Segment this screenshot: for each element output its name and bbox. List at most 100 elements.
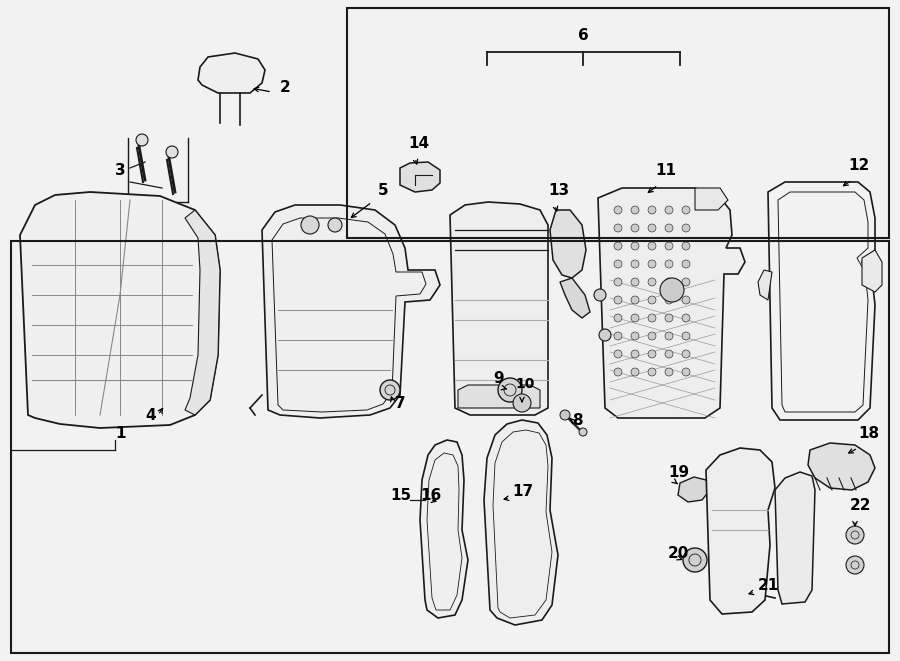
Text: 18: 18 [858,426,879,441]
Polygon shape [550,210,586,278]
Text: 2: 2 [280,80,291,95]
Polygon shape [560,278,590,318]
Polygon shape [420,440,468,618]
Polygon shape [198,53,265,93]
Circle shape [846,556,864,574]
Circle shape [614,206,622,214]
Circle shape [648,278,656,286]
Circle shape [683,548,707,572]
Circle shape [579,428,587,436]
Text: 21: 21 [758,578,779,593]
Circle shape [682,224,690,232]
Circle shape [665,224,673,232]
Text: 16: 16 [420,488,441,503]
Text: 8: 8 [572,413,582,428]
Circle shape [631,224,639,232]
Circle shape [328,218,342,232]
Circle shape [498,378,522,402]
Circle shape [682,242,690,250]
Circle shape [614,314,622,322]
Text: 11: 11 [655,163,676,178]
Text: 13: 13 [548,183,569,198]
Circle shape [648,332,656,340]
Text: 9: 9 [493,371,504,386]
Text: 12: 12 [848,158,869,173]
Polygon shape [775,472,815,604]
Polygon shape [450,202,548,415]
Polygon shape [20,192,220,428]
Circle shape [614,332,622,340]
Circle shape [614,260,622,268]
Circle shape [614,242,622,250]
Text: 7: 7 [395,396,406,411]
Text: 6: 6 [578,28,589,43]
Text: 20: 20 [668,546,689,561]
Circle shape [560,410,570,420]
Polygon shape [598,188,745,418]
Circle shape [665,206,673,214]
Circle shape [513,394,531,412]
Polygon shape [262,205,440,418]
Polygon shape [706,448,775,614]
Circle shape [665,332,673,340]
Circle shape [594,289,606,301]
Text: 3: 3 [115,163,126,178]
Polygon shape [678,477,710,502]
Circle shape [614,368,622,376]
Bar [346,8,889,238]
Bar [11,241,889,653]
Circle shape [682,296,690,304]
Circle shape [665,260,673,268]
Text: 5: 5 [378,183,389,198]
Circle shape [301,216,319,234]
Circle shape [682,368,690,376]
Circle shape [648,314,656,322]
Circle shape [614,224,622,232]
Circle shape [665,278,673,286]
Text: 1: 1 [115,426,125,441]
Circle shape [380,380,400,400]
Circle shape [665,242,673,250]
Circle shape [631,350,639,358]
Circle shape [682,350,690,358]
Circle shape [631,332,639,340]
Polygon shape [484,420,558,625]
Circle shape [614,296,622,304]
Polygon shape [695,188,728,210]
Circle shape [648,296,656,304]
Circle shape [665,296,673,304]
Circle shape [648,224,656,232]
Circle shape [665,350,673,358]
Text: 10: 10 [515,377,535,391]
Polygon shape [736,580,762,608]
Text: 4: 4 [145,408,156,423]
Circle shape [166,146,178,158]
Circle shape [631,296,639,304]
Text: 14: 14 [408,136,429,151]
Polygon shape [400,162,440,192]
Circle shape [846,526,864,544]
Circle shape [682,332,690,340]
Circle shape [631,278,639,286]
Circle shape [631,368,639,376]
Circle shape [648,242,656,250]
Circle shape [136,134,148,146]
Circle shape [614,350,622,358]
Text: 15: 15 [390,488,411,503]
Circle shape [648,350,656,358]
Text: 19: 19 [668,465,689,480]
Polygon shape [808,443,875,490]
Circle shape [648,368,656,376]
Text: 17: 17 [512,484,533,499]
Polygon shape [185,210,220,415]
Circle shape [614,278,622,286]
Circle shape [665,314,673,322]
Circle shape [648,206,656,214]
Circle shape [682,278,690,286]
Circle shape [599,329,611,341]
Circle shape [682,260,690,268]
Text: 22: 22 [850,498,871,513]
Circle shape [631,314,639,322]
Polygon shape [458,385,540,408]
Circle shape [631,260,639,268]
